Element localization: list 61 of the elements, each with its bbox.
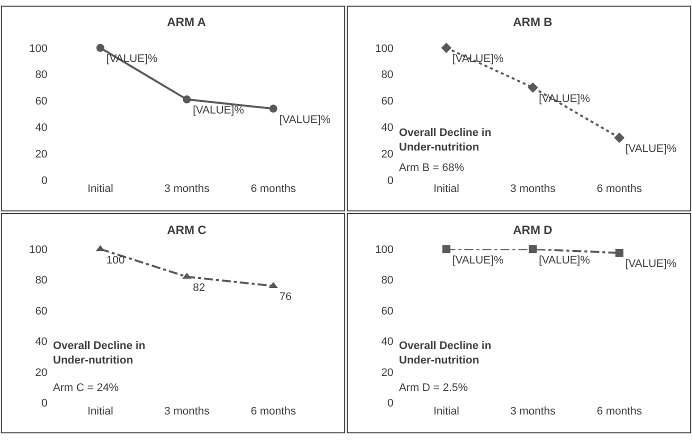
y-tick-label: 80 [35, 69, 48, 82]
y-tick-label: 60 [381, 96, 394, 108]
point [96, 44, 104, 52]
data-label: [VALUE]% [452, 254, 504, 266]
x-tick-label: 3 months [510, 406, 556, 418]
y-tick-label: 80 [381, 69, 394, 82]
x-tick-label: 3 months [164, 406, 210, 418]
y-tick-label: 60 [35, 305, 48, 318]
annotation: Overall Decline in Under-nutrition [399, 127, 492, 154]
data-label: 82 [192, 282, 206, 294]
y-tick-label: 80 [35, 274, 48, 287]
y-tick-label: 20 [381, 148, 394, 160]
y-tick-label: 40 [381, 336, 394, 348]
y-tick-label: 60 [381, 305, 394, 318]
data-label: [VALUE]% [625, 258, 677, 270]
x-tick-label: Initial [87, 183, 114, 196]
x-tick-label: 3 months [164, 183, 210, 196]
y-tick-label: 20 [381, 366, 394, 379]
y-tick-label: 20 [35, 366, 48, 379]
chart-title: ARM C [167, 223, 207, 237]
x-tick-label: Initial [433, 406, 460, 418]
data-label: [VALUE]% [625, 143, 677, 155]
x-tick-label: Initial [433, 183, 460, 196]
x-tick-label: 6 months [250, 183, 296, 196]
x-tick-label: 3 months [510, 183, 556, 196]
y-tick-label: 40 [35, 336, 48, 348]
x-tick-label: 6 months [250, 406, 296, 418]
y-tick-label: 40 [35, 122, 48, 134]
annotation: Overall Decline in Under-nutrition [53, 340, 146, 366]
point [528, 82, 538, 93]
chart-title: ARM B [513, 15, 553, 29]
point [441, 42, 452, 54]
data-label: [VALUE]% [279, 114, 331, 126]
y-tick-label: 0 [387, 174, 394, 187]
data-label: [VALUE]% [538, 254, 590, 266]
data-label: 100 [106, 254, 125, 266]
x-tick-label: 6 months [596, 406, 642, 418]
point [269, 104, 278, 113]
point [182, 95, 191, 104]
y-tick-label: 0 [387, 398, 394, 410]
annotation: Arm B = 68% [399, 162, 464, 174]
annotation: Overall Decline in Under-nutrition [399, 340, 492, 366]
y-tick-label: 0 [41, 398, 48, 410]
y-tick-label: 40 [381, 122, 394, 134]
data-label: 76 [279, 291, 292, 304]
y-tick-label: 100 [375, 244, 394, 256]
chart-title: ARM D [513, 223, 553, 237]
chart-title: ARM A [167, 15, 206, 29]
y-tick-label: 100 [29, 42, 48, 55]
y-tick-label: 0 [41, 174, 48, 187]
annotation: Arm D = 2.5% [399, 382, 468, 394]
x-tick-label: 6 months [596, 183, 642, 196]
y-tick-label: 80 [381, 274, 394, 287]
y-tick-label: 20 [35, 148, 48, 160]
annotation: Arm C = 24% [53, 382, 119, 394]
y-tick-label: 100 [375, 42, 394, 55]
data-label: [VALUE]% [192, 104, 244, 117]
x-tick-label: Initial [87, 406, 114, 418]
y-tick-label: 60 [35, 96, 48, 108]
y-tick-label: 100 [29, 244, 48, 256]
point [614, 132, 625, 143]
